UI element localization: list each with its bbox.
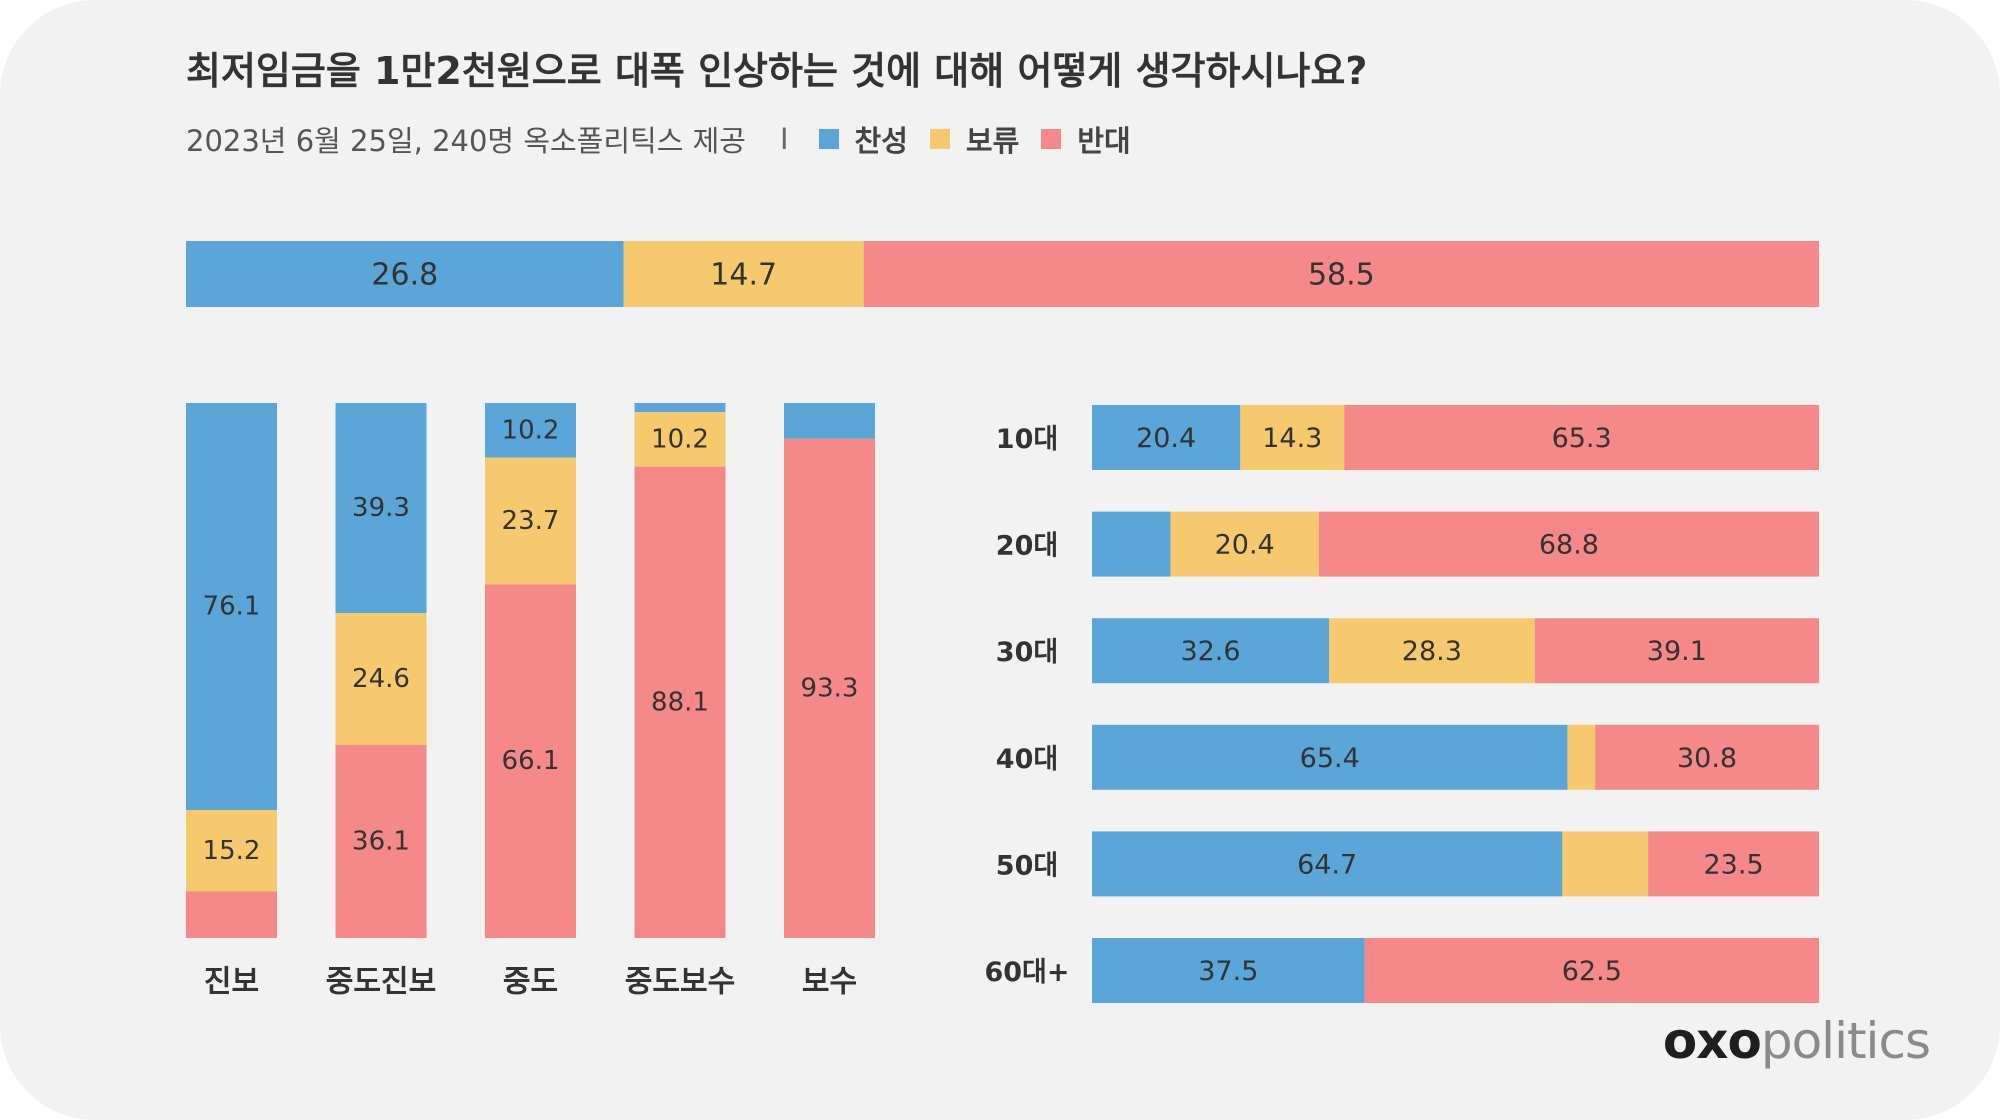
bar-ideology-중도보수-보류 [634, 412, 726, 467]
data-label-ideology-중도-보류: 23.7 [502, 506, 560, 536]
bar-ideology-중도보수-반대 [634, 466, 726, 938]
bar-age-20대-찬성 [1092, 511, 1171, 577]
data-label-age-30대-찬성: 32.6 [1180, 636, 1240, 667]
bar-ideology-보수-반대 [784, 438, 875, 938]
separator: I [779, 122, 789, 156]
data-label-age-30대-반대: 39.1 [1647, 636, 1707, 667]
data-label-ideology-중도-찬성: 10.2 [502, 415, 560, 445]
data-label-total-전체-찬성: 26.8 [371, 258, 438, 293]
category-label-ideology-중도진보: 중도진보 [326, 965, 436, 1000]
bar-ideology-진보-보류 [186, 810, 277, 892]
bar-age-40대-보류 [1567, 724, 1596, 790]
bar-age-40대-반대 [1595, 724, 1819, 790]
data-label-ideology-중도-반대: 66.1 [502, 746, 560, 776]
bar-ideology-중도-보류 [485, 457, 576, 585]
bar-total-전체-찬성 [186, 241, 624, 307]
bar-age-30대-찬성 [1092, 618, 1330, 684]
data-label-ideology-진보-찬성: 76.1 [203, 592, 261, 622]
source-text: 2023년 6월 25일, 240명 옥소폴리틱스 제공 [186, 124, 746, 158]
bar-age-50대-찬성 [1092, 831, 1563, 897]
bar-age-20대-반대 [1318, 511, 1819, 577]
bar-age-30대-보류 [1329, 618, 1535, 684]
data-label-ideology-중도보수-반대: 88.1 [651, 687, 709, 717]
subtitle-row: 2023년 6월 25일, 240명 옥소폴리틱스 제공 I 찬성 보류 반대 [186, 118, 1153, 160]
data-label-age-10대-보류: 14.3 [1262, 423, 1322, 454]
bar-age-30대-반대 [1534, 618, 1819, 684]
data-label-age-10대-반대: 65.3 [1552, 423, 1612, 454]
data-label-ideology-보수-반대: 93.3 [801, 673, 859, 703]
bar-age-60대--찬성 [1092, 938, 1365, 1003]
data-label-age-40대-찬성: 65.4 [1300, 743, 1360, 774]
data-label-age-60대--반대: 62.5 [1562, 956, 1622, 987]
data-label-age-10대-찬성: 20.4 [1136, 423, 1196, 454]
category-label-age-30대: 30대 [996, 637, 1058, 668]
bar-ideology-중도-반대 [485, 584, 576, 938]
legend-swatch-support [818, 129, 839, 149]
bar-age-50대-보류 [1562, 831, 1649, 897]
legend-label-hold: 보류 [965, 124, 1020, 158]
category-label-ideology-진보: 진보 [204, 965, 259, 1000]
bar-ideology-중도-찬성 [485, 403, 576, 458]
chart-title: 최저임금을 1만2천원으로 대폭 인상하는 것에 대해 어떻게 생각하시나요? [186, 49, 1368, 93]
bar-ideology-중도보수-찬성 [634, 403, 726, 413]
legend-label-support: 찬성 [854, 124, 908, 158]
bar-ideology-중도진보-찬성 [335, 403, 427, 614]
brand-part1: oxo [1662, 1012, 1762, 1070]
data-label-ideology-중도진보-반대: 36.1 [352, 826, 410, 856]
bar-ideology-보수-찬성 [784, 403, 875, 439]
data-label-age-20대-반대: 68.8 [1539, 530, 1599, 561]
brand-logo: oxopolitics [1662, 1012, 1931, 1070]
bar-age-50대-반대 [1648, 831, 1819, 897]
data-label-ideology-중도진보-보류: 24.6 [352, 664, 410, 694]
bar-age-60대--반대 [1364, 938, 1819, 1003]
bar-age-10대-반대 [1344, 405, 1819, 470]
bar-total-전체-반대 [863, 241, 1819, 307]
data-label-total-전체-보류: 14.7 [710, 258, 777, 293]
bar-age-20대-보류 [1170, 511, 1319, 577]
category-label-ideology-중도보수: 중도보수 [625, 965, 735, 1000]
legend-item-hold: 보류 [929, 118, 1020, 160]
category-label-ideology-중도: 중도 [503, 965, 558, 1000]
data-label-age-20대-보류: 20.4 [1215, 530, 1275, 561]
legend-item-support: 찬성 [818, 118, 908, 160]
bar-ideology-진보-반대 [186, 891, 277, 938]
legend-swatch-oppose [1041, 129, 1062, 149]
legend-swatch-hold [929, 129, 950, 149]
category-label-age-40대: 40대 [996, 744, 1058, 775]
data-label-age-30대-보류: 28.3 [1402, 636, 1462, 667]
brand-part2: politics [1760, 1012, 1931, 1070]
bar-age-40대-찬성 [1092, 724, 1568, 790]
category-label-age-60대-: 60대+ [984, 957, 1069, 988]
bar-ideology-진보-찬성 [186, 403, 277, 811]
data-label-ideology-중도보수-보류: 10.2 [651, 424, 709, 454]
bar-ideology-중도진보-보류 [335, 613, 427, 745]
data-label-ideology-중도진보-찬성: 39.3 [352, 493, 410, 523]
bar-age-10대-찬성 [1092, 405, 1241, 470]
legend-label-oppose: 반대 [1077, 124, 1131, 158]
data-label-total-전체-반대: 58.5 [1308, 258, 1375, 293]
category-label-age-50대: 50대 [996, 850, 1058, 881]
data-label-age-60대--찬성: 37.5 [1198, 956, 1258, 987]
legend-item-oppose: 반대 [1041, 118, 1131, 160]
data-label-ideology-진보-보류: 15.2 [203, 836, 261, 866]
data-label-age-40대-반대: 30.8 [1677, 743, 1737, 774]
bar-ideology-중도진보-반대 [335, 744, 427, 938]
data-label-age-50대-찬성: 64.7 [1297, 849, 1357, 880]
bar-age-10대-보류 [1240, 405, 1345, 470]
data-label-age-50대-반대: 23.5 [1704, 849, 1764, 880]
bar-total-전체-보류 [623, 241, 864, 307]
category-label-age-10대: 10대 [996, 424, 1058, 455]
category-label-ideology-보수: 보수 [802, 965, 857, 1000]
category-label-age-20대: 20대 [996, 531, 1058, 562]
